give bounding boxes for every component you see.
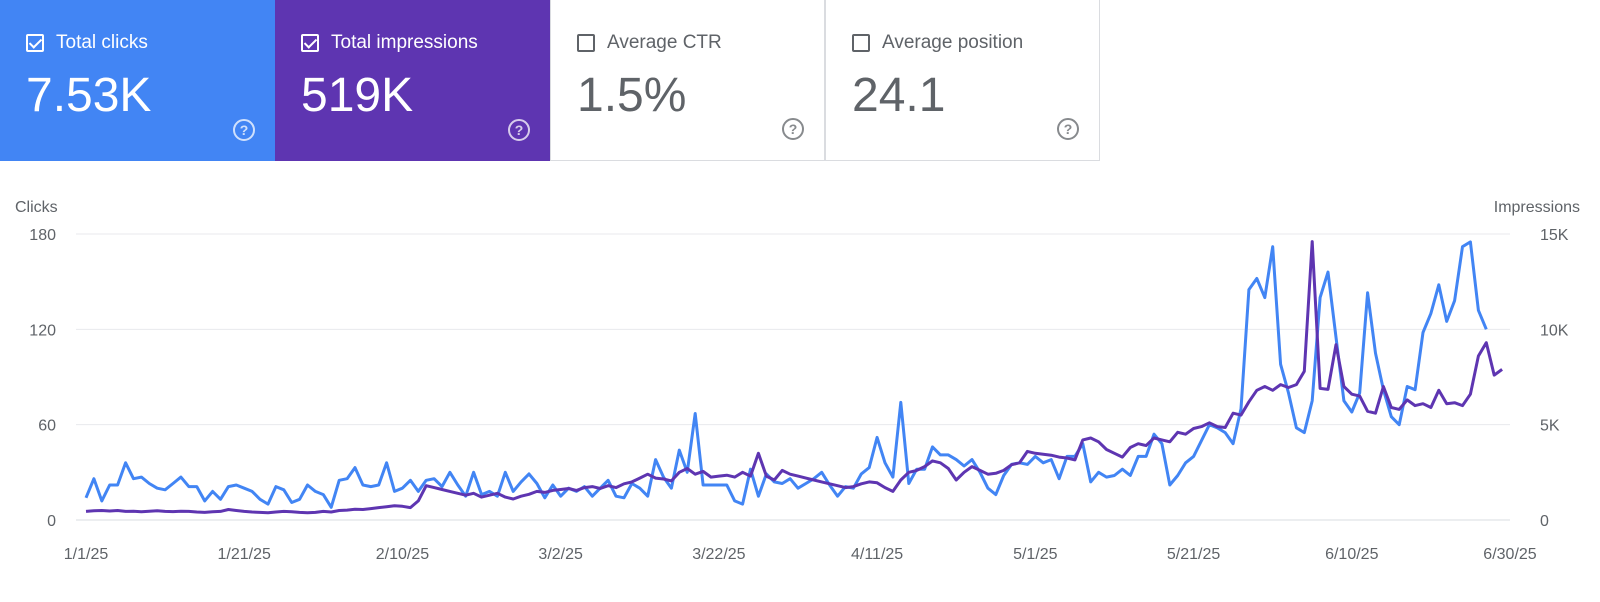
metric-card-position[interactable]: Average position 24.1 ?	[825, 0, 1100, 161]
metric-value-clicks: 7.53K	[26, 69, 152, 122]
series-line-clicks[interactable]	[84, 240, 1488, 509]
help-icon[interactable]: ?	[233, 119, 255, 141]
right-tick-label: 0	[1540, 513, 1549, 530]
x-tick-label: 4/11/25	[851, 546, 903, 563]
x-tick-label: 2/10/25	[376, 546, 429, 563]
left-tick-label: 120	[29, 322, 56, 339]
checkbox-icon[interactable]	[26, 34, 44, 52]
checkbox-icon[interactable]	[577, 34, 595, 52]
x-tick-label: 3/22/25	[692, 546, 745, 563]
metric-card-impressions[interactable]: Total impressions 519K ?	[275, 0, 550, 161]
metric-label-text: Total impressions	[331, 32, 478, 53]
metric-label-clicks[interactable]: Total clicks	[26, 32, 148, 54]
x-tick-label: 6/30/25	[1483, 546, 1536, 563]
metric-label-impressions[interactable]: Total impressions	[301, 32, 478, 54]
right-tick-label: 15K	[1540, 227, 1569, 244]
help-icon[interactable]: ?	[782, 118, 804, 140]
performance-chart[interactable]: 0 60 120 180 0 5K 10K 15K 1/1/25 1/21/25 2/10/25 3/…	[0, 190, 1600, 570]
metric-value-ctr: 1.5%	[577, 69, 687, 122]
right-tick-label: 5K	[1540, 418, 1560, 435]
x-tick-label: 1/21/25	[218, 546, 271, 563]
metric-label-text: Total clicks	[56, 32, 148, 53]
metric-card-clicks[interactable]: Total clicks 7.53K ?	[0, 0, 275, 161]
right-tick-label: 10K	[1540, 322, 1569, 339]
metric-label-position[interactable]: Average position	[852, 32, 1023, 54]
metric-label-text: Average position	[882, 32, 1024, 53]
metric-card-ctr[interactable]: Average CTR 1.5% ?	[550, 0, 825, 161]
x-tick-label: 6/10/25	[1325, 546, 1378, 563]
left-axis-title: Clicks	[15, 199, 58, 216]
left-tick-label: 0	[47, 513, 56, 530]
metric-label-ctr[interactable]: Average CTR	[577, 32, 722, 54]
right-axis-title: Impressions	[1493, 199, 1580, 216]
metric-cards: Total clicks 7.53K ? Total impressions 5…	[0, 0, 1100, 161]
metric-value-impressions: 519K	[301, 69, 414, 122]
help-icon[interactable]: ?	[508, 119, 530, 141]
x-tick-label: 5/21/25	[1167, 546, 1220, 563]
checkbox-icon[interactable]	[852, 34, 870, 52]
left-tick-label: 180	[29, 227, 56, 244]
checkbox-icon[interactable]	[301, 34, 319, 52]
help-icon[interactable]: ?	[1057, 118, 1079, 140]
x-tick-label: 3/2/25	[538, 546, 583, 563]
left-tick-label: 60	[38, 418, 56, 435]
x-tick-label: 1/1/25	[64, 546, 109, 563]
metric-label-text: Average CTR	[607, 32, 722, 53]
metric-value-position: 24.1	[852, 69, 946, 122]
x-tick-label: 5/1/25	[1013, 546, 1058, 563]
series-line-impressions[interactable]	[85, 240, 1503, 515]
